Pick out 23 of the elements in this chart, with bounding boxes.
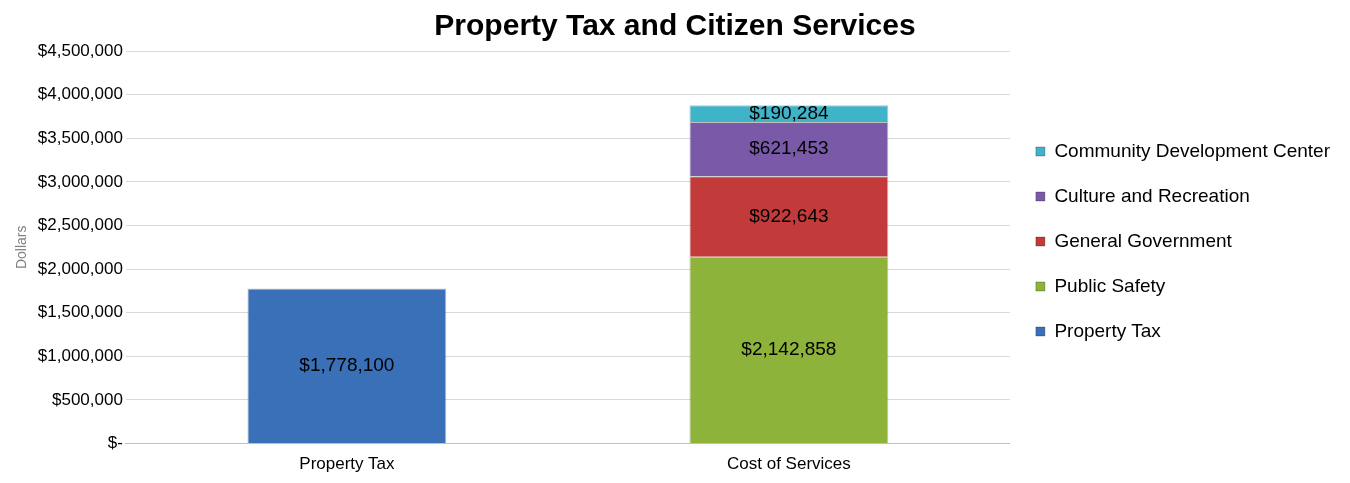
legend-label: Community Development Center xyxy=(1054,139,1331,161)
y-tick-label: $1,000,000 xyxy=(37,346,123,366)
y-tick-label: $- xyxy=(107,433,123,453)
y-tick-label: $500,000 xyxy=(51,389,123,409)
legend-label: Culture and Recreation xyxy=(1054,184,1250,206)
y-tick-label: $4,500,000 xyxy=(37,40,123,60)
y-tick-label: $3,500,000 xyxy=(37,127,123,147)
legend-label: Property Tax xyxy=(1054,319,1162,341)
y-tick-label: $3,000,000 xyxy=(37,171,123,191)
x-tick-label: Cost of Services xyxy=(727,454,851,474)
data-label: $1,778,100 xyxy=(299,354,395,376)
y-tick-label: $4,000,000 xyxy=(37,84,123,104)
data-label: $922,643 xyxy=(749,204,829,226)
y-tick-label: $2,000,000 xyxy=(37,258,123,278)
y-tick-label: $2,500,000 xyxy=(37,215,123,235)
legend-label: General Government xyxy=(1054,229,1233,251)
data-label: $190,284 xyxy=(749,101,829,123)
data-label: $621,453 xyxy=(749,137,829,159)
chart-title: Property Tax and Citizen Services xyxy=(434,8,916,42)
data-label: $2,142,858 xyxy=(741,338,837,360)
y-axis-title: Dollars xyxy=(13,225,30,270)
legend-label: Public Safety xyxy=(1054,274,1166,296)
y-tick-label: $1,500,000 xyxy=(37,302,123,322)
